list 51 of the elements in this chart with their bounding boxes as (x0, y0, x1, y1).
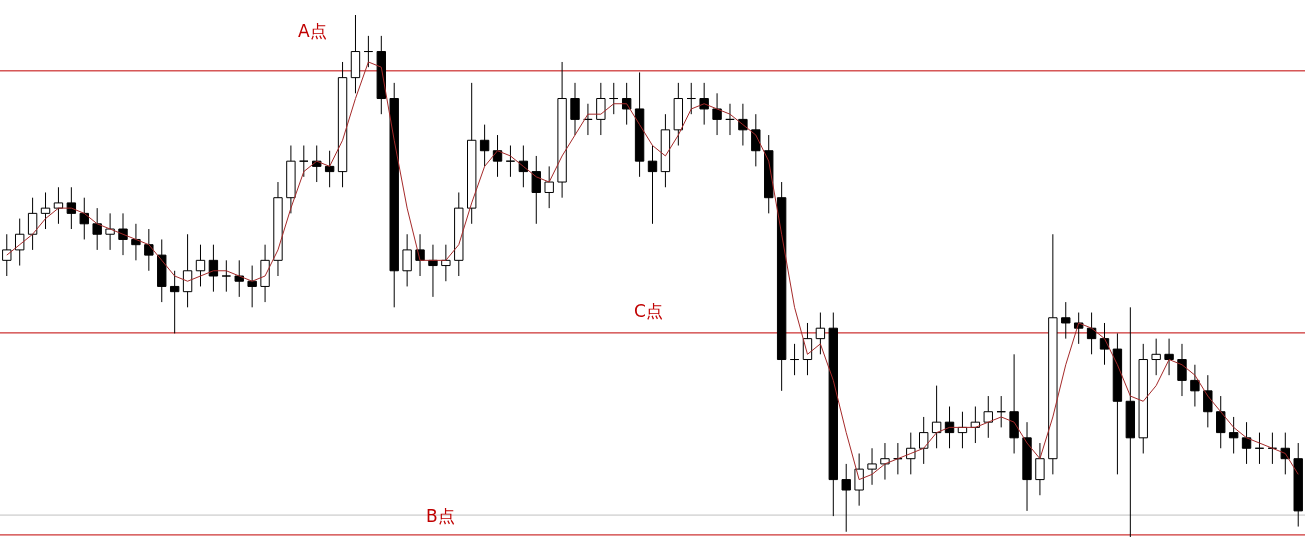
candlestick (247, 265, 257, 308)
candlestick (712, 92, 722, 136)
candlestick (906, 432, 916, 475)
candlestick (105, 212, 115, 251)
annotation: C点 (634, 301, 663, 321)
candlestick (751, 113, 761, 167)
candlestick (195, 244, 206, 287)
candlestick (169, 270, 180, 334)
candlestick (1151, 338, 1161, 376)
candlestick (1164, 338, 1174, 376)
annotation: A点 (298, 21, 327, 41)
candlestick (53, 186, 64, 225)
candlestick (208, 244, 219, 293)
candlestick (1035, 442, 1045, 496)
candlestick (867, 447, 877, 486)
candlestick (441, 244, 451, 282)
candlestick (699, 82, 709, 126)
annotation: B点 (426, 506, 455, 526)
candlestick (1203, 374, 1213, 428)
candlestick (621, 82, 632, 126)
candlestick (118, 212, 128, 256)
candlestick (1241, 421, 1252, 465)
candlestick (1061, 301, 1071, 340)
candlestick (221, 259, 232, 293)
candlestick (40, 191, 51, 230)
candlestick (570, 82, 580, 136)
candlestick (531, 155, 541, 225)
candlestick (402, 233, 412, 287)
candlestick (144, 228, 154, 272)
candlestick (15, 218, 25, 267)
candlestick (815, 312, 826, 355)
candlestick (324, 150, 335, 188)
candlestick (1228, 416, 1239, 454)
candlestick (919, 416, 929, 465)
candlestick (1177, 343, 1187, 397)
candlestick (479, 124, 490, 167)
candlestick (647, 145, 658, 225)
candlestick (234, 259, 244, 298)
candlestick (27, 197, 38, 251)
candlestick (415, 233, 425, 277)
candlestick (79, 197, 89, 240)
candlestick (1190, 364, 1200, 407)
candlestick (596, 82, 606, 136)
candlestick (1216, 395, 1226, 449)
candlestick (880, 442, 890, 481)
candlestick (544, 165, 554, 209)
candlestick (983, 395, 993, 439)
candlestick (854, 452, 864, 507)
candlestick (182, 233, 193, 308)
candlestick (92, 207, 102, 251)
candlestick (841, 463, 851, 533)
